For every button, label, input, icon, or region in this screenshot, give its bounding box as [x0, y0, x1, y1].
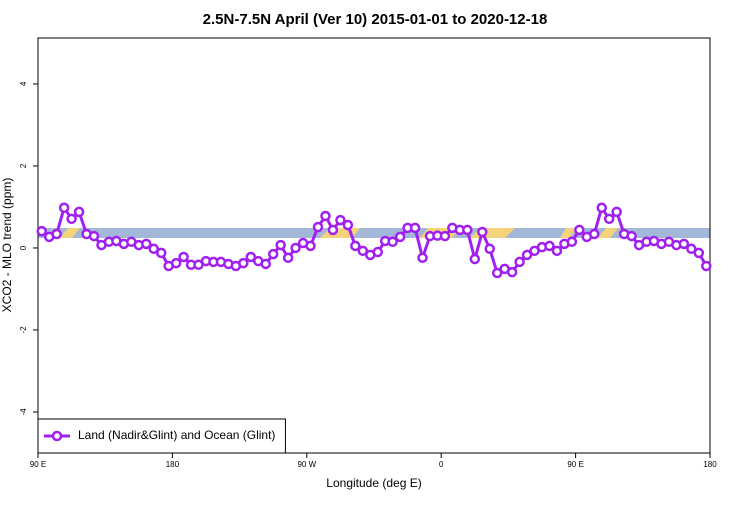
data-point — [589, 228, 600, 240]
data-point — [372, 246, 383, 258]
legend: Land (Nadir&Glint) and Ocean (Glint) — [37, 418, 286, 454]
data-point — [178, 251, 189, 263]
data-point — [611, 206, 622, 218]
plot-frame — [37, 37, 711, 454]
data-point — [387, 236, 398, 248]
data-point — [686, 243, 697, 255]
data-point — [155, 247, 167, 259]
data-point — [238, 257, 249, 269]
data-point — [245, 251, 257, 263]
data-point — [141, 238, 152, 250]
y-tick-label: 2 — [19, 163, 28, 168]
y-tick-label: -4 — [19, 408, 28, 416]
data-point — [566, 236, 578, 248]
x-tick-label: 90 W — [297, 460, 316, 469]
data-point — [335, 214, 346, 226]
data-point — [701, 260, 712, 272]
data-point — [506, 266, 518, 278]
data-point — [462, 224, 473, 236]
data-point — [36, 225, 47, 237]
chart-title: 2.5N-7.5N April (Ver 10) 2015-01-01 to 2… — [203, 11, 548, 28]
y-tick-label: 4 — [19, 81, 28, 86]
data-point — [596, 202, 607, 214]
data-point — [148, 243, 159, 255]
data-point — [521, 249, 533, 261]
data-point — [394, 231, 406, 243]
y-tick-label: -2 — [19, 326, 28, 334]
data-point — [290, 242, 301, 254]
data-point — [88, 230, 100, 242]
x-tick-label: 90 E — [567, 460, 583, 469]
data-point — [342, 219, 354, 231]
legend-box — [37, 418, 286, 454]
x-tick-label: 180 — [703, 460, 717, 469]
data-point — [320, 210, 331, 222]
data-point — [51, 228, 62, 240]
data-point — [282, 252, 294, 264]
data-point — [544, 240, 555, 252]
legend-marker — [51, 430, 63, 442]
data-point — [417, 252, 428, 264]
data-point — [58, 202, 70, 214]
data-point — [514, 256, 525, 268]
data-point — [275, 239, 286, 251]
data-point — [551, 245, 563, 257]
data-point — [678, 238, 690, 250]
data-point — [357, 245, 369, 257]
data-point — [574, 224, 585, 236]
data-point — [439, 230, 451, 242]
y-axis-label: XCO2 - MLO trend (ppm) — [0, 178, 14, 313]
x-tick-label: 90 E — [30, 460, 46, 469]
land-ocean-band — [38, 228, 710, 238]
data-point — [170, 257, 182, 269]
data-point — [491, 267, 503, 279]
data-point — [693, 247, 705, 259]
data-point — [626, 230, 637, 242]
data-point — [305, 240, 316, 252]
data-point — [350, 240, 361, 252]
x-axis-label: Longitude (deg E) — [326, 476, 421, 490]
data-point — [267, 248, 279, 260]
data-point — [409, 222, 421, 234]
data-point — [484, 243, 495, 255]
y-tick-label: 0 — [19, 245, 28, 250]
data-point — [66, 213, 77, 225]
data-point — [327, 224, 339, 236]
x-tick-label: 0 — [439, 460, 444, 469]
data-point — [603, 213, 615, 225]
data-point — [477, 226, 488, 238]
data-point — [469, 253, 481, 265]
legend-label: Land (Nadir&Glint) and Ocean (Glint) — [78, 428, 275, 442]
x-tick-label: 180 — [166, 460, 180, 469]
data-point — [312, 221, 324, 233]
data-point — [73, 206, 85, 218]
data-point — [260, 258, 271, 270]
